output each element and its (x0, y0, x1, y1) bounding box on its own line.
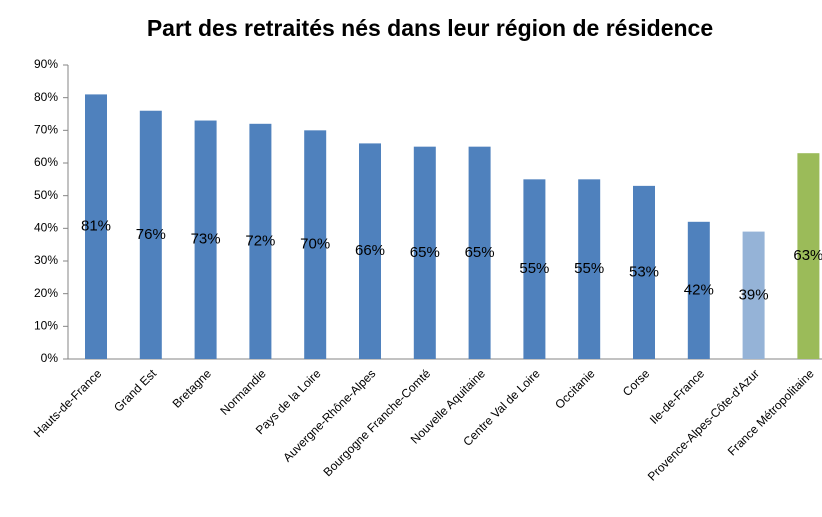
bar (687, 221, 710, 359)
y-tick-label: 40% (34, 221, 58, 235)
bar (523, 179, 546, 359)
bar (413, 146, 436, 359)
data-label: 70% (300, 236, 330, 253)
x-tick-label: Grand Est (111, 366, 160, 415)
y-tick-label: 50% (34, 188, 58, 202)
y-tick-label: 60% (34, 155, 58, 169)
data-label: 55% (574, 260, 604, 277)
y-tick-label: 70% (34, 123, 58, 137)
chart-title: Part des retraités nés dans leur région … (147, 15, 713, 41)
x-tick-label: Corse (620, 366, 653, 399)
y-tick-label: 10% (34, 319, 58, 333)
bar (304, 130, 327, 359)
bar (633, 185, 655, 359)
y-tick-label: 80% (34, 90, 58, 104)
data-label: 81% (81, 218, 111, 235)
data-label: 65% (465, 244, 495, 261)
bar (578, 179, 601, 359)
data-label: 73% (191, 231, 221, 248)
bar (139, 110, 162, 359)
x-tick-label: Normandie (217, 366, 269, 418)
data-label: 76% (136, 226, 166, 243)
data-label: 63% (793, 247, 822, 264)
bar (742, 231, 765, 359)
x-tick-label: Ile-de-France (647, 366, 708, 427)
x-tick-label: Bretagne (170, 366, 215, 411)
y-tick-label: 30% (34, 253, 58, 267)
y-tick-label: 20% (34, 286, 58, 300)
y-tick-label: 90% (34, 57, 58, 71)
data-label: 42% (684, 281, 714, 298)
data-label: 39% (739, 286, 769, 303)
x-tick-label: Bourgogne Franche-Comté (320, 366, 433, 479)
data-label: 65% (410, 244, 440, 261)
x-tick-label: Auvergne-Rhône-Alpes (280, 366, 378, 464)
bar (468, 146, 491, 359)
data-label: 55% (519, 260, 549, 277)
data-label: 53% (629, 263, 659, 280)
data-label: 72% (245, 232, 275, 249)
x-tick-label: Provence-Alpes-Côte-d'Azur (645, 366, 762, 483)
bar (249, 123, 272, 359)
bar (797, 153, 820, 359)
x-tick-label: Occitanie (552, 366, 598, 412)
bar (194, 120, 217, 360)
bar (359, 143, 381, 359)
x-tick-label: Hauts-de-France (31, 366, 105, 440)
bar (85, 94, 107, 360)
y-tick-label: 0% (41, 351, 59, 365)
data-label: 66% (355, 242, 385, 259)
